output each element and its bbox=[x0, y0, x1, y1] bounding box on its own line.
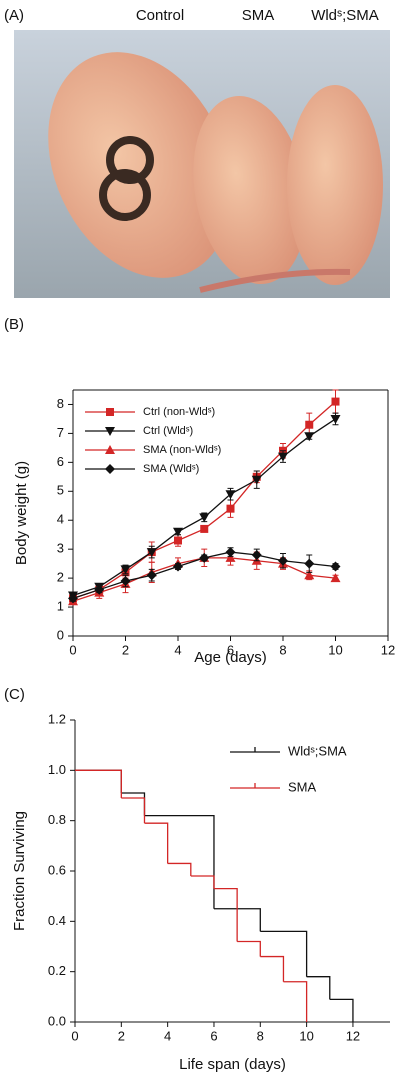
y-tick-label: 1 bbox=[57, 598, 64, 613]
y-tick-label: 0.8 bbox=[48, 812, 66, 827]
pup-label: Control bbox=[136, 7, 184, 24]
y-tick-label: 3 bbox=[57, 541, 64, 556]
x-tick-label: 2 bbox=[118, 1028, 125, 1043]
survival-step bbox=[121, 797, 146, 824]
marker bbox=[199, 513, 210, 523]
survival-step bbox=[213, 908, 261, 932]
y-tick-label: 8 bbox=[57, 396, 64, 411]
marker bbox=[278, 452, 288, 462]
legend-label: Wldˢ;SMA bbox=[288, 743, 347, 758]
y-tick-label: 5 bbox=[57, 483, 64, 498]
marker bbox=[146, 570, 157, 581]
marker bbox=[105, 427, 115, 436]
survival-step bbox=[329, 998, 354, 1022]
marker bbox=[330, 573, 341, 583]
legend-line bbox=[230, 783, 280, 789]
y-tick-label: 1.0 bbox=[48, 762, 66, 777]
survival-step bbox=[306, 976, 331, 1000]
marker bbox=[68, 593, 78, 604]
x-tick-label: 2 bbox=[122, 642, 129, 657]
y-tick-label: 6 bbox=[57, 454, 64, 469]
marker bbox=[305, 420, 314, 429]
x-axis-title: Life span (days) bbox=[179, 1056, 286, 1073]
survival-step bbox=[190, 875, 215, 889]
survival-step bbox=[144, 814, 215, 909]
marker bbox=[94, 584, 105, 595]
y-tick-label: 2 bbox=[57, 570, 64, 585]
y-tick-label: 0.2 bbox=[48, 963, 66, 978]
x-tick-label: 8 bbox=[257, 1028, 264, 1043]
marker bbox=[173, 527, 183, 537]
y-axis-title: Body weight (g) bbox=[13, 461, 30, 565]
marker bbox=[120, 565, 131, 575]
marker bbox=[226, 504, 235, 513]
marker bbox=[251, 549, 262, 560]
marker bbox=[304, 432, 315, 442]
survival-step bbox=[75, 769, 122, 799]
y-tick-label: 4 bbox=[57, 512, 64, 527]
x-tick-label: 6 bbox=[210, 1028, 217, 1043]
x-tick-label: 4 bbox=[164, 1028, 171, 1043]
marker bbox=[304, 558, 315, 569]
photo bbox=[14, 30, 390, 298]
x-tick-label: 12 bbox=[346, 1028, 360, 1043]
legend-label: SMA (Wldˢ) bbox=[143, 463, 199, 475]
y-tick-label: 0.0 bbox=[48, 1013, 66, 1028]
marker bbox=[200, 524, 209, 533]
marker bbox=[330, 561, 341, 572]
x-tick-label: 0 bbox=[69, 642, 76, 657]
marker bbox=[106, 408, 114, 416]
marker bbox=[304, 570, 315, 580]
pup-label: Wldˢ;SMA bbox=[311, 7, 379, 24]
legend-label: SMA bbox=[288, 779, 317, 794]
marker bbox=[330, 414, 341, 424]
y-axis-title: Fraction Surviving bbox=[11, 811, 28, 931]
survival-step bbox=[121, 792, 146, 816]
survival-step bbox=[167, 862, 192, 877]
marker bbox=[251, 475, 262, 485]
y-tick-label: 0 bbox=[57, 627, 64, 642]
marker bbox=[225, 552, 236, 562]
survival-step bbox=[283, 981, 308, 1022]
survival-step bbox=[260, 930, 308, 977]
survival-step bbox=[213, 887, 238, 942]
x-tick-label: 0 bbox=[71, 1028, 78, 1043]
survival-step bbox=[237, 940, 261, 957]
pup-label: SMA bbox=[242, 7, 275, 24]
marker bbox=[199, 552, 210, 563]
marker bbox=[120, 576, 131, 587]
marker bbox=[225, 490, 236, 500]
panel-label: (B) bbox=[4, 316, 24, 333]
y-tick-label: 0.4 bbox=[48, 913, 66, 928]
marker bbox=[225, 547, 236, 558]
legend-label: Ctrl (Wldˢ) bbox=[143, 425, 193, 437]
marker bbox=[174, 536, 182, 545]
x-tick-label: 10 bbox=[328, 642, 342, 657]
y-tick-label: 0.6 bbox=[48, 862, 66, 877]
x-tick-label: 6 bbox=[227, 642, 234, 657]
marker bbox=[173, 561, 183, 572]
legend-label: Ctrl (non-Wldˢ) bbox=[143, 406, 215, 418]
marker bbox=[105, 445, 115, 454]
survival-step bbox=[144, 822, 169, 864]
y-tick-label: 1.2 bbox=[48, 711, 66, 726]
marker bbox=[146, 548, 157, 558]
survival-step bbox=[260, 955, 285, 982]
panel-label: (A) bbox=[4, 7, 24, 24]
legend-line bbox=[230, 747, 280, 753]
x-axis-title: Age (days) bbox=[194, 649, 267, 666]
x-tick-label: 4 bbox=[174, 642, 181, 657]
legend-label: SMA (non-Wldˢ) bbox=[143, 444, 221, 456]
marker bbox=[331, 397, 340, 406]
x-tick-label: 12 bbox=[381, 642, 395, 657]
x-tick-label: 10 bbox=[299, 1028, 313, 1043]
marker bbox=[105, 464, 115, 474]
survival-step bbox=[75, 769, 122, 793]
y-tick-label: 7 bbox=[57, 425, 64, 440]
x-tick-label: 8 bbox=[279, 642, 286, 657]
marker bbox=[278, 555, 288, 566]
panel-label: (C) bbox=[4, 686, 25, 703]
